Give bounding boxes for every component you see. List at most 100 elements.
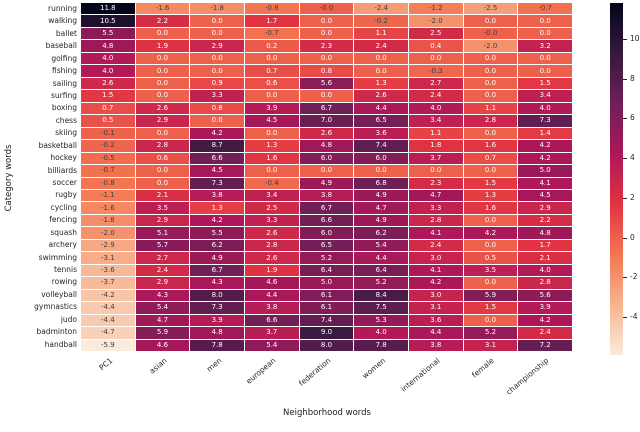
heatmap-cell: 2.6 [81,77,135,90]
heatmap-cell: -2.0 [81,227,135,239]
heatmap-cell: 4.7 [354,202,408,214]
heatmap-cell: 0.8 [299,65,354,77]
heatmap-cell: 6.1 [299,289,354,302]
heatmap-cell: 3.4 [409,115,463,127]
y-tick-label: skiing [55,128,77,138]
heatmap-cell: 6.0 [354,152,408,165]
heatmap-cell: 5.2 [354,277,408,289]
heatmap-cell: 4.2 [190,127,244,140]
heatmap-cell: 7.4 [299,314,354,327]
heatmap-cell: 2.5 [409,27,463,40]
heatmap-cell: 0.0 [463,214,518,227]
y-tick-label: billiards [47,165,77,175]
heatmap-cell: 4.1 [409,227,463,239]
heatmap-cell: 0.6 [135,152,190,165]
heatmap-cell: 2.9 [135,115,190,127]
x-tick-label: championship [504,356,551,397]
heatmap-cell: 3.6 [354,127,408,140]
heatmap-cell: 0.0 [463,239,518,252]
heatmap-cell: 2.9 [190,40,244,52]
heatmap-cell: -0.2 [81,140,135,152]
heatmap-cell: 2.4 [135,264,190,277]
heatmap-cell: 1.7 [245,15,299,27]
heatmap-cell: 0.0 [463,277,518,289]
y-tick-label: fishing [52,66,77,76]
y-tick-label: gymnastics [34,302,77,312]
heatmap-cell: -0.8 [81,177,135,189]
x-axis-title: Neighborhood words [283,408,371,418]
x-tick-label: federation [296,356,333,388]
heatmap-cell: 7.8 [354,339,408,351]
heatmap-cell: 0.0 [135,77,190,90]
heatmap-cell: 7.0 [299,115,354,127]
heatmap-cell: 2.6 [245,252,299,264]
x-tick-label: female [470,356,496,380]
heatmap-cell: 0.0 [299,15,354,27]
heatmap-cell: 0.0 [135,27,190,40]
heatmap-cell: 6.4 [299,264,354,277]
colorbar-tick-mark [623,197,627,199]
heatmap-cell: 5.0 [518,165,572,177]
heatmap-cell: 8.4 [354,289,408,302]
heatmap-cell: 4.7 [409,189,463,202]
heatmap-cell: -0.2 [354,15,408,27]
heatmap-cell: 4.6 [135,339,190,351]
heatmap-cell: 4.9 [354,189,408,202]
heatmap-cell: 5.4 [245,339,299,351]
heatmap-cell: 0.0 [190,115,244,127]
heatmap-cell: 4.2 [518,152,572,165]
heatmap-cell: 0.0 [354,65,408,77]
heatmap-cell: 4.5 [245,115,299,127]
heatmap-cell: 6.5 [299,239,354,252]
heatmap-cell: 3.8 [299,189,354,202]
heatmap-cell: 2.4 [518,327,572,339]
heatmap-cell: 4.2 [518,140,572,152]
heatmap-cell: 3.7 [245,327,299,339]
colorbar-tick-mark [623,38,627,40]
heatmap-cell: 0.0 [135,90,190,102]
y-tick-label: baseball [45,41,77,51]
y-tick-label: handball [44,339,77,349]
colorbar-tick-label: 6 [630,113,635,123]
heatmap-cell: 2.7 [409,77,463,90]
heatmap-cell: 1.9 [245,264,299,277]
heatmap-cell: 0.7 [245,65,299,77]
heatmap-cell: 1.1 [409,127,463,140]
heatmap-cell: 7.3 [518,115,572,127]
heatmap-cell: 0.0 [135,165,190,177]
heatmap-cell: 4.9 [190,252,244,264]
heatmap-cell: 11.8 [81,3,135,15]
heatmap-cell: 1.4 [518,127,572,140]
heatmap-cell: -4.4 [81,314,135,327]
heatmap-cell: 6.5 [354,115,408,127]
heatmap-cell: 3.0 [409,252,463,264]
heatmap-cell: -0.5 [81,152,135,165]
heatmap-cell: 1.9 [135,40,190,52]
heatmap-cell: 2.4 [409,239,463,252]
heatmap-cell: -0.7 [81,165,135,177]
heatmap-cell: -0.3 [409,65,463,77]
heatmap-cell: 4.3 [190,277,244,289]
heatmap-cell: 2.4 [354,40,408,52]
y-tick-label: fencing [49,215,77,225]
heatmap-cell: 2.1 [518,252,572,264]
heatmap-cell: -0.1 [81,127,135,140]
heatmap-cell: 7.3 [190,302,244,314]
heatmap-cell: 1.1 [463,102,518,115]
heatmap-cell: 3.3 [190,90,244,102]
heatmap-cell: 0.0 [245,165,299,177]
heatmap-cell: 0.0 [463,165,518,177]
heatmap-cell: -3.6 [81,264,135,277]
heatmap-cell: 4.9 [299,177,354,189]
heatmap-cell: 0.0 [135,65,190,77]
heatmap-cell: 5.4 [354,239,408,252]
heatmap-cell: 4.2 [463,227,518,239]
heatmap-cell: 1.6 [463,202,518,214]
colorbar-tick-mark [623,78,627,80]
heatmap-cell: 3.8 [190,189,244,202]
heatmap-cell: 4.5 [518,189,572,202]
heatmap-cell: 3.9 [245,102,299,115]
heatmap-cell: 5.1 [135,227,190,239]
y-tick-label: basketball [38,140,77,150]
colorbar-tick-label: 0 [630,232,635,242]
